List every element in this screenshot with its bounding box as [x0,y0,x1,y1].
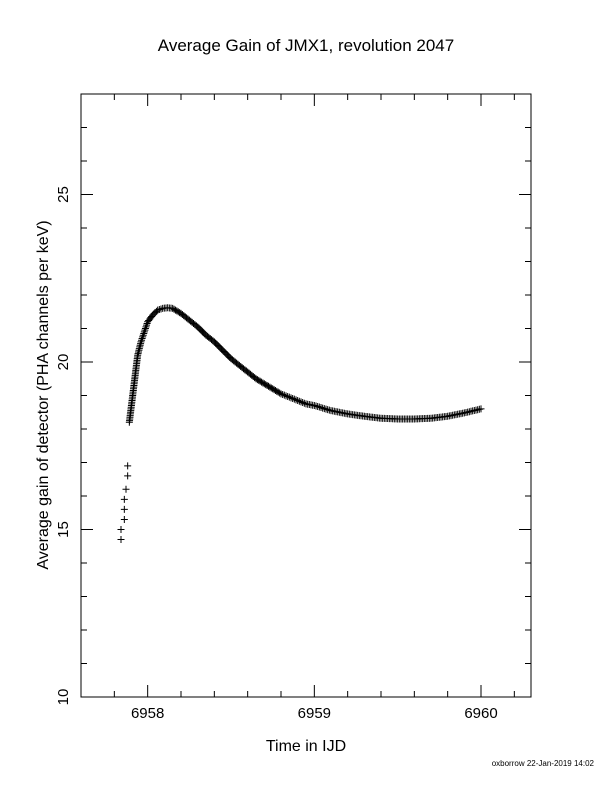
data-point [289,395,297,403]
y-tick-label: 20 [55,354,72,371]
data-point [322,405,330,413]
data-point [282,392,290,400]
data-point [117,526,125,533]
data-point [290,395,298,403]
data-point [139,331,147,339]
data-point [157,305,165,313]
data-point [319,404,327,412]
data-point [139,333,147,341]
data-point [124,472,132,480]
data-point [276,389,284,397]
data-point [284,393,292,401]
data-point [140,328,148,336]
data-point [287,394,295,402]
data-point [300,399,308,407]
data-point [280,391,288,399]
x-tick-label: 6960 [464,705,497,722]
plot-frame [80,93,532,698]
data-point [277,390,285,398]
data-point [477,405,485,413]
data-point [297,398,305,406]
data-point [152,307,160,315]
ticks [80,93,531,698]
data-point [312,402,320,410]
data-points [117,304,485,544]
y-tick-label: 15 [55,521,72,538]
data-point [314,403,322,411]
data-point [279,390,287,398]
data-point [140,330,148,338]
data-point [120,505,128,513]
chart-title: Average Gain of JMX1, revolution 2047 [157,36,455,55]
y-tick-label: 25 [55,186,72,203]
x-tick-label: 6958 [131,705,164,722]
data-point [120,515,128,523]
data-point [142,323,150,331]
data-point [122,485,130,493]
y-axis-label: Average gain of detector (PHA channels p… [35,220,52,570]
data-point [154,306,162,314]
data-point [155,306,163,314]
footer-timestamp: oxborrow 22-Jan-2019 14:02 [491,759,594,768]
data-point [292,396,300,404]
data-point [137,338,145,346]
data-point [299,399,307,407]
data-point [143,319,151,327]
x-tick-label: 6959 [298,705,331,722]
tick-labels: 10 15 20 25 6958 6959 6960 [55,186,498,722]
data-point [141,326,149,334]
data-point [320,405,328,413]
x-axis-label: Time in IJD [265,738,347,755]
data-point [310,402,318,410]
data-point [141,325,149,332]
data-point [325,406,333,414]
data-point [138,335,146,343]
data-point [120,495,128,503]
data-point [143,321,151,329]
data-point [295,397,303,405]
y-tick-label: 10 [55,689,72,706]
data-point [138,336,146,344]
data-point [315,403,323,411]
data-point [124,462,132,470]
data-point [294,397,302,405]
data-point [317,404,325,412]
data-point [285,393,293,401]
data-point [324,406,332,414]
data-point [117,536,125,544]
